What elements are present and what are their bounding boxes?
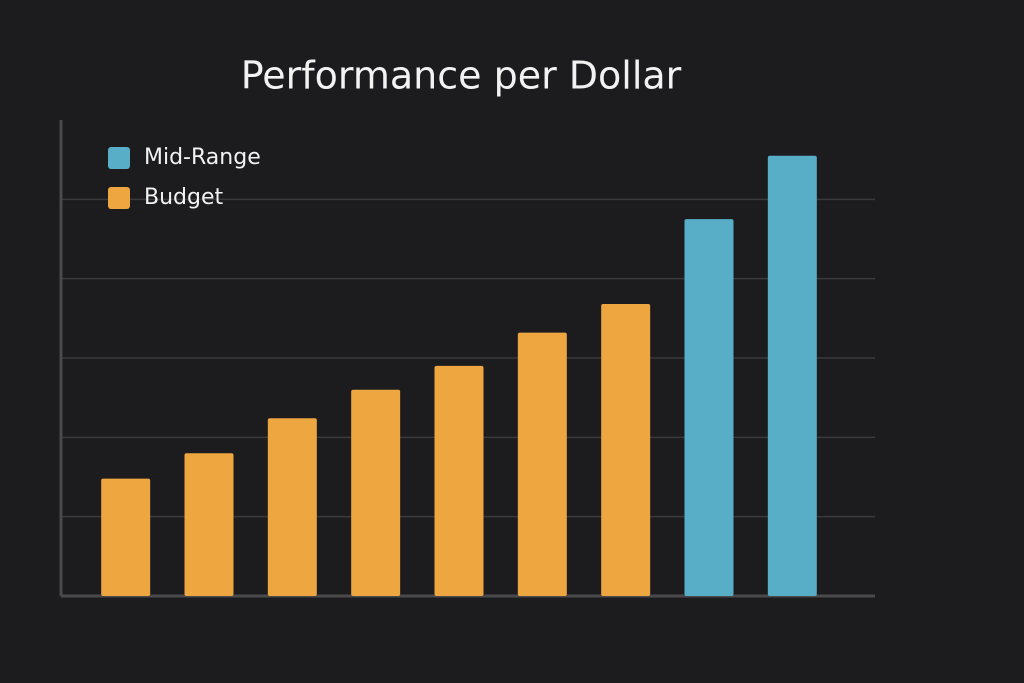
bar (517, 332, 567, 596)
bar (101, 478, 151, 596)
bar (684, 219, 734, 596)
bar (184, 453, 234, 596)
bar (267, 418, 317, 596)
chart-title: Performance per Dollar (241, 54, 682, 98)
bar (434, 365, 484, 596)
legend-label: Budget (144, 185, 224, 210)
bar (601, 304, 651, 596)
legend-swatch (108, 187, 130, 209)
bar (351, 389, 401, 596)
legend-label: Mid-Range (144, 145, 261, 170)
bar (767, 155, 817, 596)
legend-swatch (108, 147, 130, 169)
